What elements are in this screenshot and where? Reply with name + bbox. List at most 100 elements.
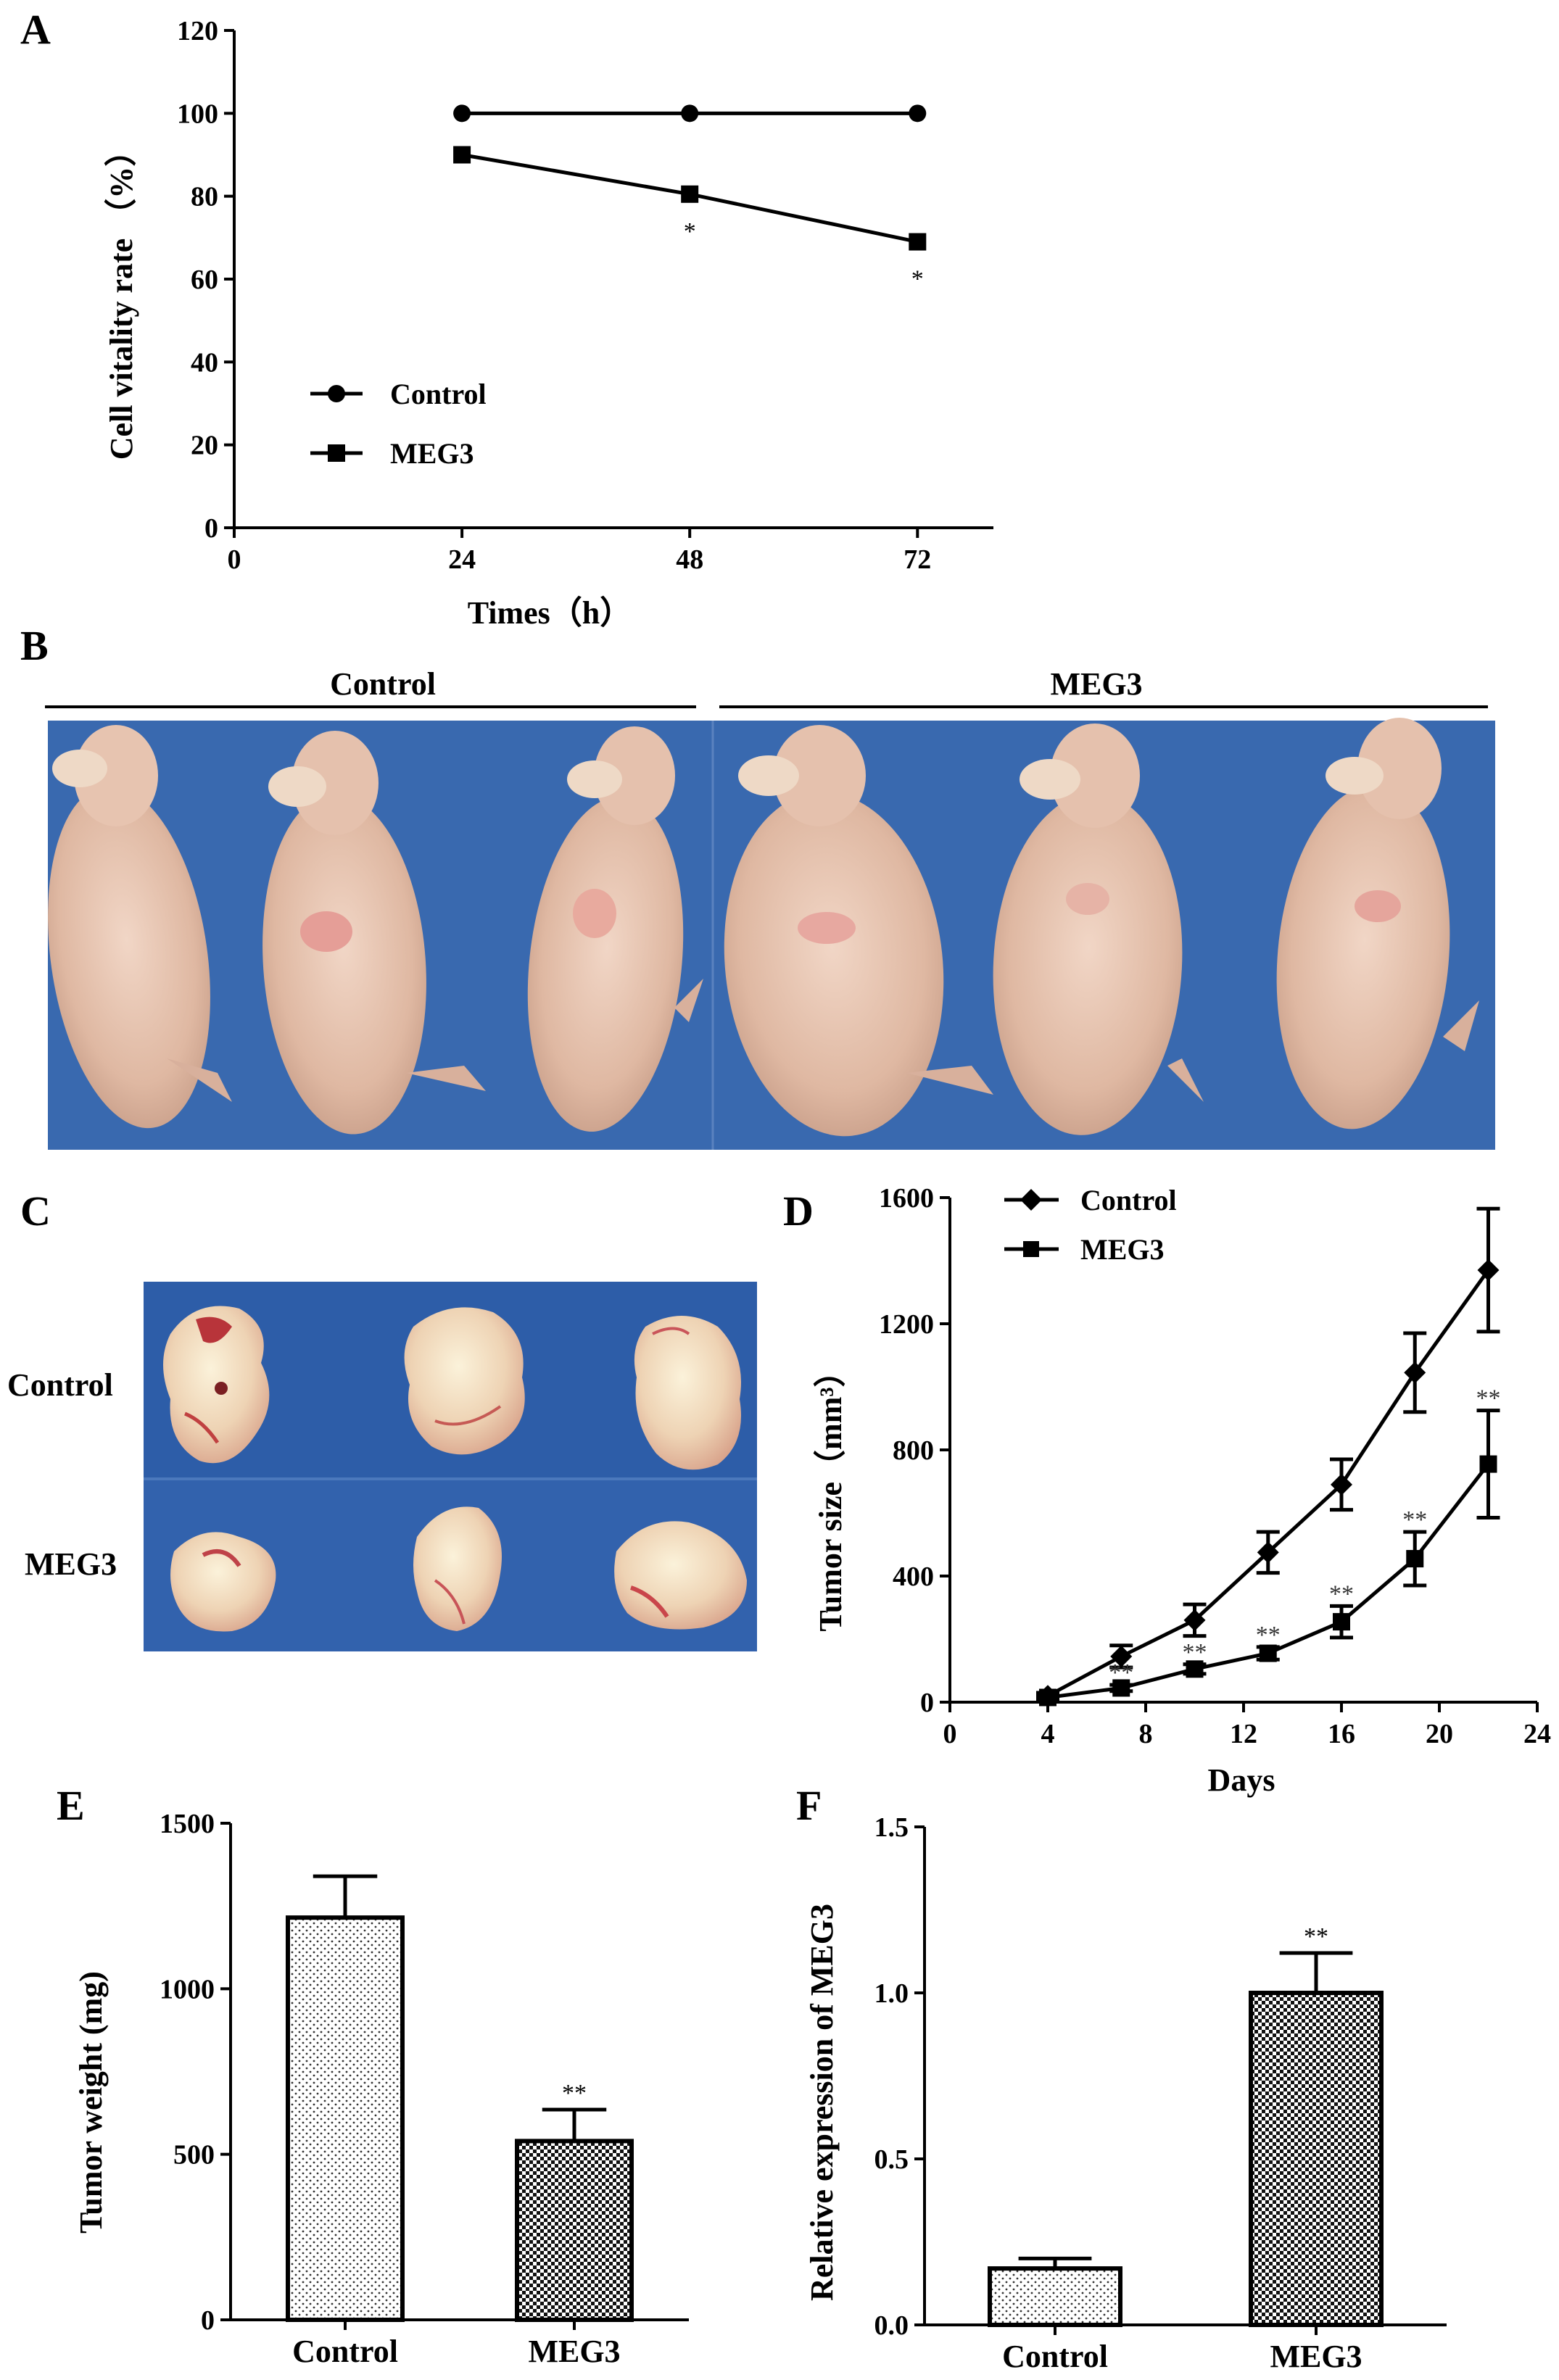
data-point-control [1110,1645,1133,1667]
y-tick-label: 500 [173,2140,215,2170]
data-point-meg3 [1186,1660,1204,1678]
data-point-meg3 [909,233,927,251]
panel-e: E Tumor weight (mg) 0 500 1000 1500 Control M… [57,1782,689,2369]
y-axis-title: Tumor weight (mg) [73,1971,109,2234]
y-tick-label: 800 [893,1435,934,1466]
legend-label-control: Control [1080,1184,1177,1216]
data-point-meg3 [453,146,471,164]
legend-marker-control [328,385,345,402]
panel-letter-a: A [20,6,51,53]
x-tick-label: 0 [943,1719,957,1749]
data-point-control [1404,1361,1426,1384]
y-tick-label: 1500 [160,1809,215,1839]
data-point-control [909,104,927,123]
row-label-meg3: MEG3 [25,1546,117,1582]
y-tick-label: 1000 [160,1974,215,2004]
y-tick-label: 1.5 [874,1812,909,1843]
plot-area: 0 400 800 1200 1600 0 4 8 12 16 20 24 ** ** ** ** ** ** [879,1183,1551,1749]
data-point-meg3 [1112,1679,1130,1697]
panel-letter-b: B [20,622,49,669]
y-tick-label: 40 [191,347,218,378]
x-tick-label: 24 [448,544,476,575]
data-point-meg3 [1259,1644,1277,1662]
panel-letter-f: F [796,1782,822,1829]
data-point-control [453,104,471,123]
mouse-meg3-3 [1276,718,1479,1129]
significance-marker: * [911,266,924,293]
group-label-control: Control [330,666,436,702]
panel-d: D Tumor size（mm³） Days 0 400 800 1200 1600 0 4… [783,1183,1551,1798]
legend-marker-meg3 [328,444,345,462]
panel-letter-c: C [20,1187,51,1235]
panel-c: C Control MEG3 [7,1187,757,1651]
data-point-control [1477,1259,1500,1282]
y-tick-label: 400 [893,1562,934,1592]
data-point-control [1331,1473,1352,1496]
y-tick-label: 100 [177,99,218,129]
x-tick-label: 12 [1230,1719,1257,1749]
significance-marker: ** [1476,1385,1501,1412]
y-tick-label: 60 [191,265,218,295]
y-axis-title: Tumor size（mm³） [813,1355,848,1631]
x-tick-label: 24 [1523,1719,1551,1749]
legend: Control MEG3 [310,378,487,470]
tumor-control-2 [404,1307,525,1455]
significance-marker: ** [1402,1506,1427,1533]
x-axis-title: Days [1208,1762,1275,1798]
data-point-meg3 [1039,1688,1056,1707]
y-tick-label: 0 [920,1688,934,1718]
significance-marker: ** [1304,1923,1328,1950]
panel-letter-d: D [783,1187,814,1235]
mouse-xenograft-photo [48,718,1495,1150]
y-tick-label: 0 [204,513,218,544]
x-tick-label: 4 [1041,1719,1055,1749]
y-tick-label: 120 [177,16,218,46]
y-tick-label: 0.0 [874,2310,909,2341]
legend-label-meg3: MEG3 [1080,1233,1165,1266]
y-tick-label: 20 [191,431,218,461]
significance-marker: ** [1183,1639,1207,1666]
significance-marker: ** [1256,1622,1281,1649]
legend-label-meg3: MEG3 [390,437,474,470]
data-point-meg3 [1333,1613,1350,1631]
x-tick-label: 16 [1328,1719,1355,1749]
tumor-meg3-2 [413,1506,502,1631]
y-tick-label: 0.5 [874,2144,909,2175]
data-point-control [1183,1609,1206,1631]
x-tick-label: 48 [676,544,703,575]
plot-area: 0 500 1000 1500 Control MEG3 ** [160,1809,689,2369]
mouse-meg3-2 [993,723,1204,1135]
legend-marker-control [1020,1189,1042,1211]
legend: Control MEG3 [1004,1184,1177,1266]
x-tick-label: 20 [1426,1719,1453,1749]
excised-tumor-photo [144,1282,757,1651]
data-point-control [1257,1541,1279,1564]
x-tick-label: MEG3 [528,2334,620,2369]
plot-area: 0.0 0.5 1.0 1.5 Control MEG3 ** [874,1812,1447,2374]
tumor-meg3-1 [170,1532,276,1632]
bar-control [988,2266,1122,2327]
panel-f: F Relative expression of MEG3 0.0 0.5 1.0 1… [796,1782,1447,2374]
bar-meg3 [515,2139,634,2322]
x-tick-label: Control [292,2334,398,2369]
y-tick-label: 1.0 [874,1978,909,2009]
mouse-control-1 [48,725,232,1129]
panel-b: B Control MEG3 [20,622,1495,1150]
data-point-meg3 [681,185,699,203]
group-label-meg3: MEG3 [1050,666,1142,702]
mouse-meg3-1 [724,725,993,1137]
legend-marker-meg3 [1023,1241,1039,1257]
tumor-control-3 [634,1316,741,1470]
significance-marker: ** [1109,1659,1133,1686]
x-tick-label: MEG3 [1270,2339,1362,2374]
mouse-control-2 [262,731,486,1135]
x-tick-label: 72 [903,544,931,575]
significance-marker: ** [562,2080,587,2107]
x-axis-title: Times（h） [468,595,632,631]
panel-letter-e: E [57,1782,85,1829]
data-point-control [681,104,699,123]
bar-control [286,1915,405,2322]
y-tick-label: 0 [201,2305,215,2336]
x-tick-label: 8 [1139,1719,1153,1749]
y-tick-label: 1600 [879,1183,934,1214]
